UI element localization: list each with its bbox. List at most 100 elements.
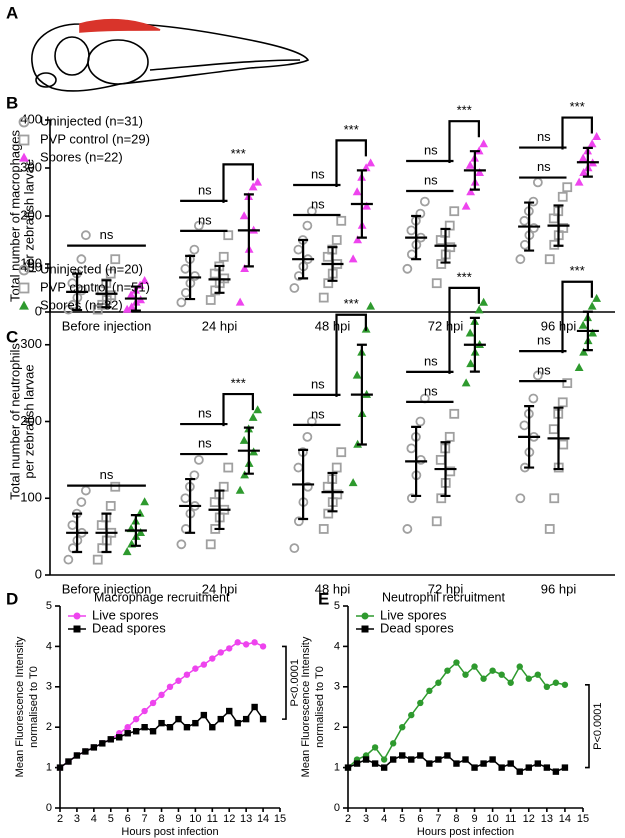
- data-point: [289, 283, 300, 293]
- data-point: [402, 524, 413, 534]
- data-point: [127, 302, 137, 311]
- data-point: [259, 643, 267, 650]
- data-point: [234, 719, 241, 727]
- x-tick-label: 14: [257, 813, 269, 825]
- data-point: [534, 671, 542, 678]
- data-point: [253, 177, 263, 186]
- significance-label: ns: [311, 196, 325, 211]
- y-tick-label: 2: [46, 721, 52, 733]
- data-point: [223, 230, 234, 241]
- data-point: [417, 699, 424, 707]
- data-point: [183, 671, 191, 678]
- data-point: [371, 744, 379, 751]
- data-point: [149, 699, 157, 707]
- data-point: [557, 397, 568, 408]
- significance-bracket: [335, 139, 367, 187]
- data-point: [251, 639, 258, 646]
- significance-label: ns: [198, 182, 212, 197]
- data-point: [426, 760, 433, 767]
- data-point: [475, 168, 485, 176]
- data-point: [480, 675, 487, 682]
- y-tick-label: 5: [334, 600, 340, 612]
- legend-label: Spores (n=32): [40, 297, 123, 312]
- data-point: [587, 139, 597, 148]
- data-point: [561, 764, 569, 771]
- data-point: [519, 420, 530, 431]
- data-point: [466, 359, 476, 368]
- data-point: [562, 182, 573, 193]
- significance-label: ns: [198, 212, 212, 227]
- significance-label: ***: [231, 376, 246, 391]
- data-point: [175, 715, 182, 723]
- significance-label: P<0.0001: [289, 659, 301, 706]
- zebrafish-drawing: [31, 18, 310, 92]
- data-point: [63, 554, 74, 565]
- data-point: [417, 752, 424, 759]
- legend-marker: [18, 282, 30, 294]
- significance-bracket: [335, 313, 367, 397]
- data-point: [107, 736, 114, 743]
- x-tick-label: 3: [74, 813, 80, 825]
- y-tick-label: 0: [334, 802, 340, 814]
- data-point: [402, 263, 413, 274]
- data-point: [461, 378, 471, 387]
- panel-label: D: [6, 589, 18, 608]
- panel-label: A: [6, 3, 18, 22]
- legend-label: Uninjected (n=20): [40, 261, 143, 276]
- data-point: [366, 158, 376, 167]
- data-point: [353, 235, 363, 244]
- legend-marker: [361, 612, 369, 620]
- significance-label: ns: [424, 353, 438, 368]
- data-point: [352, 187, 362, 196]
- significance-label: ns: [311, 376, 325, 391]
- y-tick-label: 4: [334, 640, 340, 652]
- legend-marker: [361, 625, 369, 633]
- data-point: [462, 756, 469, 763]
- y-tick-label: 400: [20, 111, 42, 126]
- y-axis-label: Mean Fluorescence Intensity: [300, 636, 312, 777]
- data-point: [528, 393, 539, 404]
- x-tick-label: 72 hpi: [428, 581, 464, 596]
- data-point: [136, 527, 146, 536]
- y-axis-label: normalised to T0: [314, 666, 326, 748]
- data-point: [449, 408, 460, 419]
- data-point: [73, 752, 81, 759]
- data-point: [126, 290, 136, 299]
- x-tick-label: 10: [189, 813, 201, 825]
- data-point: [408, 711, 415, 719]
- chart-title: Neutrophil recruitment: [382, 590, 505, 604]
- data-point: [331, 462, 342, 473]
- x-tick-label: 48 hpi: [315, 318, 351, 333]
- x-tick-label: 11: [207, 813, 218, 825]
- panel-label: E: [318, 589, 329, 608]
- data-point: [453, 760, 460, 767]
- data-point: [489, 756, 496, 763]
- data-point: [515, 254, 526, 265]
- data-point: [209, 655, 216, 662]
- significance-label: ns: [424, 172, 438, 187]
- data-point: [578, 320, 588, 329]
- data-point: [562, 378, 573, 389]
- data-point: [534, 760, 542, 767]
- data-point: [461, 201, 471, 210]
- data-point: [132, 715, 140, 723]
- data-point: [543, 764, 551, 771]
- data-point: [532, 370, 543, 381]
- significance-label: ns: [537, 333, 551, 348]
- legend-label: Live spores: [380, 607, 447, 622]
- x-tick-label: 72 hpi: [428, 318, 464, 333]
- significance-label: ns: [100, 227, 114, 242]
- significance-bracket: [561, 116, 593, 150]
- data-point: [519, 239, 530, 250]
- data-point: [226, 645, 233, 652]
- data-point: [552, 768, 560, 775]
- data-point: [419, 196, 430, 207]
- data-point: [588, 328, 598, 337]
- y-tick-label: 4: [46, 640, 52, 652]
- data-point: [110, 481, 121, 492]
- data-point: [380, 764, 388, 771]
- y-tick-label: 400: [20, 259, 42, 274]
- y-tick-label: 300: [20, 159, 42, 174]
- y-axis-label: Total number of neutrophils: [7, 343, 22, 500]
